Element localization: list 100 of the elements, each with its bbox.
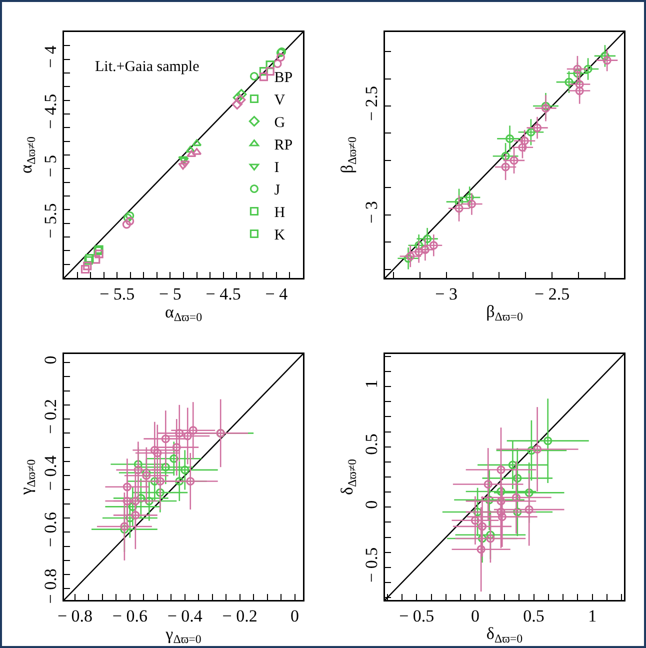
point <box>131 496 140 506</box>
point <box>175 476 184 486</box>
point <box>526 128 536 136</box>
point <box>423 234 432 244</box>
point <box>513 474 522 483</box>
x-tick-label: − 0.4 <box>167 606 203 626</box>
x-axis-title: δ$_{Δϖ=0}$ <box>486 624 523 646</box>
point <box>131 510 140 520</box>
annotation: Lit.+Gaia sample <box>95 59 200 75</box>
y-tick-label: − 0.4 <box>40 455 60 491</box>
y-tick-label: − 0.2 <box>40 398 60 434</box>
legend-label: BP <box>274 70 293 86</box>
point <box>532 123 542 132</box>
point <box>602 56 612 65</box>
legend-label: G <box>274 115 286 132</box>
y-tick-label: 0 <box>362 500 381 509</box>
point <box>420 245 430 254</box>
point <box>180 466 190 474</box>
point <box>478 522 487 531</box>
point <box>505 134 514 143</box>
legend-label: H <box>274 205 286 222</box>
point <box>120 525 129 534</box>
point <box>150 476 159 486</box>
point <box>170 454 178 463</box>
point <box>134 460 142 469</box>
y-tick-label: 0 <box>40 356 60 364</box>
x-tick-label: 1 <box>588 606 597 626</box>
point <box>533 444 542 454</box>
point <box>575 80 584 89</box>
point <box>484 480 492 489</box>
point <box>486 534 495 543</box>
x-tick-label: − 3 <box>435 284 458 304</box>
x-tick-label: − 0.2 <box>222 606 258 626</box>
x-tick-label: − 0.5 <box>399 606 434 626</box>
point <box>404 254 413 263</box>
y-tick-label: 1 <box>362 380 381 388</box>
point <box>496 487 506 496</box>
point <box>512 493 521 502</box>
x-tick-label: − 0.8 <box>57 606 93 626</box>
point <box>501 162 510 172</box>
x-axis-title: α$_{Δϖ=0}$ <box>164 302 202 324</box>
y-tick-label: − 0.6 <box>40 512 60 548</box>
y-tick-label: − 4 <box>40 45 60 68</box>
point <box>496 465 506 474</box>
point <box>520 136 529 146</box>
point <box>510 156 518 165</box>
point <box>573 64 582 74</box>
point <box>584 64 592 74</box>
point <box>508 460 517 470</box>
point <box>575 86 584 96</box>
y-tick-label: − 4.5 <box>40 94 60 129</box>
point <box>406 252 415 261</box>
point <box>573 69 582 78</box>
point <box>120 522 129 531</box>
point <box>144 496 154 506</box>
x-tick-label: 0 <box>290 606 300 626</box>
point <box>156 488 164 497</box>
point <box>524 505 534 514</box>
y-tick-label: 0.5 <box>362 434 381 455</box>
point <box>429 241 438 250</box>
point <box>527 446 536 455</box>
point <box>454 204 464 213</box>
point <box>454 198 464 206</box>
point <box>470 516 480 525</box>
point <box>600 52 610 60</box>
y-tick-label: − 5.5 <box>40 203 60 238</box>
y-tick-label: − 5 <box>40 154 60 178</box>
x-tick-label: − 2.5 <box>534 284 570 304</box>
point <box>156 476 164 486</box>
point <box>518 143 527 152</box>
x-tick-label: 0 <box>470 606 480 626</box>
x-tick-label: 0.5 <box>523 606 544 626</box>
legend-label: K <box>274 228 286 244</box>
point <box>161 434 170 444</box>
x-tick-label: − 4.5 <box>206 284 241 304</box>
x-tick-label: − 5 <box>159 284 182 304</box>
legend-label: V <box>274 92 286 109</box>
y-tick-label: − 3 <box>362 201 381 224</box>
point <box>473 508 482 516</box>
legend-label: RP <box>274 138 293 154</box>
point <box>136 494 146 503</box>
y-tick-label: − 0.5 <box>362 547 381 582</box>
point <box>122 496 132 506</box>
point <box>161 462 170 472</box>
legend-label: J <box>274 182 280 199</box>
point <box>134 466 142 474</box>
point <box>564 78 574 86</box>
point <box>414 248 424 256</box>
point <box>524 488 534 497</box>
x-axis-title: β$_{Δϖ=0}$ <box>486 302 523 324</box>
point <box>476 545 486 554</box>
legend-label: I <box>274 160 280 176</box>
x-tick-label: − 0.6 <box>112 606 148 626</box>
x-axis-title: γ$_{Δϖ=0}$ <box>164 624 202 646</box>
point <box>544 436 552 446</box>
x-tick-label: − 4 <box>265 284 288 304</box>
point <box>467 200 476 208</box>
point <box>122 482 132 492</box>
point <box>188 426 198 435</box>
point <box>484 496 494 504</box>
